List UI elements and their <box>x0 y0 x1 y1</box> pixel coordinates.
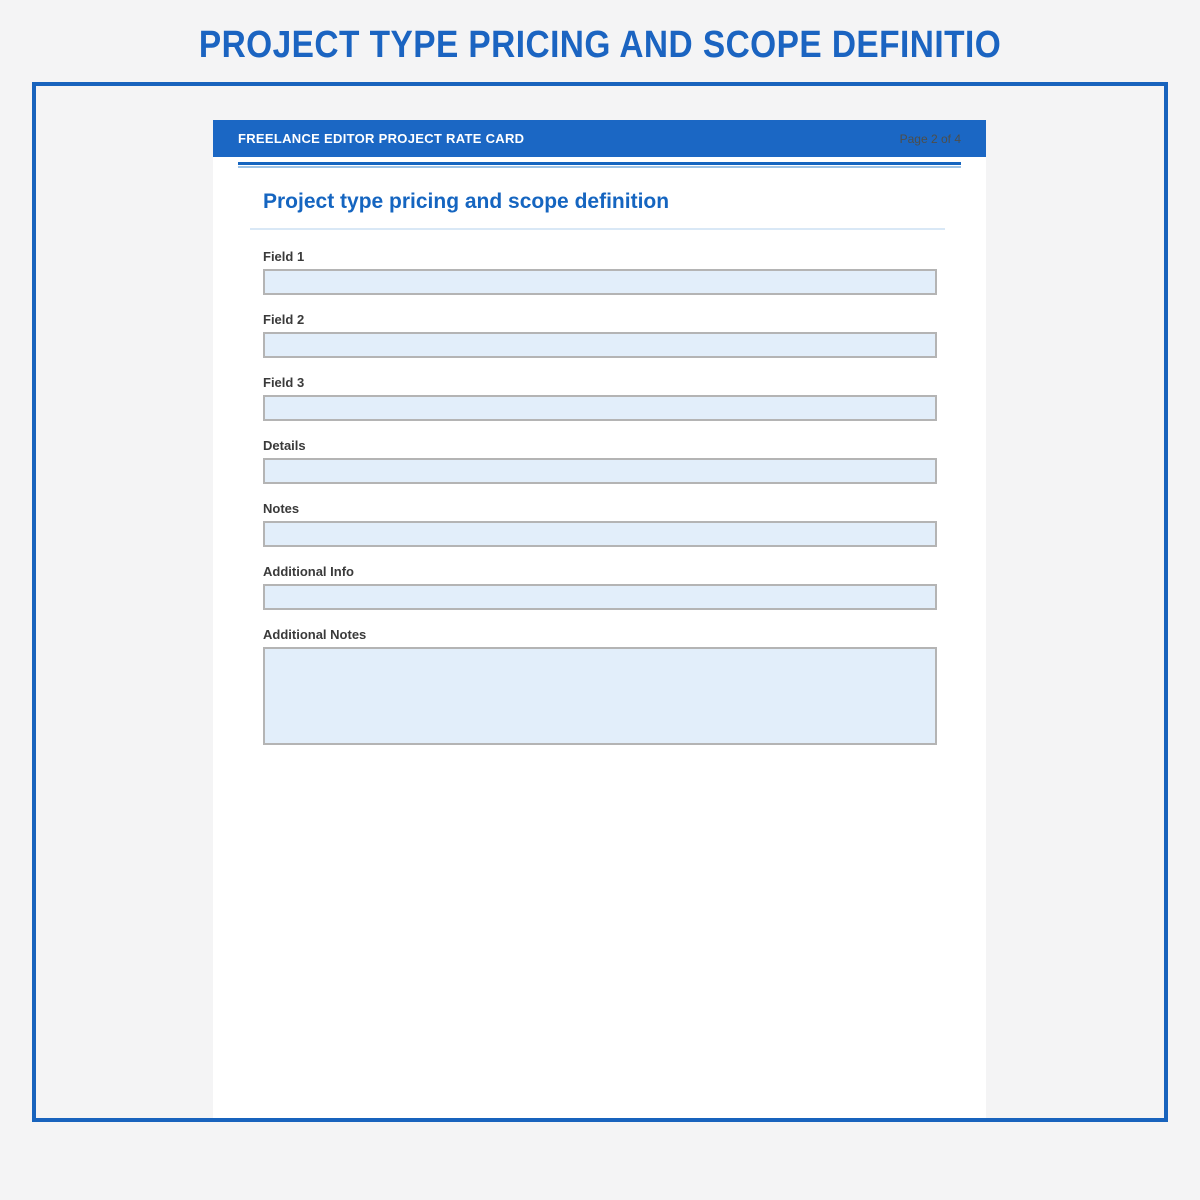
field-group-field-2: Field 2 <box>263 312 937 358</box>
section-title: Project type pricing and scope definitio… <box>263 190 670 213</box>
document-header: FREELANCE EDITOR PROJECT RATE CARD Page … <box>213 120 986 157</box>
notes-input[interactable] <box>263 521 937 547</box>
page-title: PROJECT TYPE PRICING AND SCOPE DEFINITIO <box>198 24 1002 66</box>
additional-notes-label: Additional Notes <box>263 627 367 642</box>
field-group-field-1: Field 1 <box>263 249 937 295</box>
section-divider <box>250 228 945 230</box>
details-label: Details <box>263 438 306 453</box>
field-group-details: Details <box>263 438 937 484</box>
field-3-input[interactable] <box>263 395 937 421</box>
additional-notes-textarea[interactable] <box>263 647 937 745</box>
form-content: Project type pricing and scope definitio… <box>213 190 986 745</box>
field-1-input[interactable] <box>263 269 937 295</box>
field-2-input[interactable] <box>263 332 937 358</box>
field-1-label: Field 1 <box>263 249 305 264</box>
outer-frame: FREELANCE EDITOR PROJECT RATE CARD Page … <box>32 82 1168 1122</box>
header-divider <box>238 162 961 168</box>
field-group-additional-notes: Additional Notes <box>263 627 937 745</box>
field-3-label: Field 3 <box>263 375 305 390</box>
field-group-field-3: Field 3 <box>263 375 937 421</box>
header-divider-light-line <box>238 166 961 168</box>
document-header-title: FREELANCE EDITOR PROJECT RATE CARD <box>238 131 525 146</box>
page-indicator: Page 2 of 4 <box>899 131 961 146</box>
notes-label: Notes <box>263 501 300 516</box>
header-divider-dark-line <box>238 162 961 165</box>
additional-info-label: Additional Info <box>263 564 354 579</box>
document-page: FREELANCE EDITOR PROJECT RATE CARD Page … <box>213 120 986 1118</box>
field-group-additional-info: Additional Info <box>263 564 937 610</box>
additional-info-input[interactable] <box>263 584 937 610</box>
details-input[interactable] <box>263 458 937 484</box>
field-group-notes: Notes <box>263 501 937 547</box>
field-2-label: Field 2 <box>263 312 305 327</box>
